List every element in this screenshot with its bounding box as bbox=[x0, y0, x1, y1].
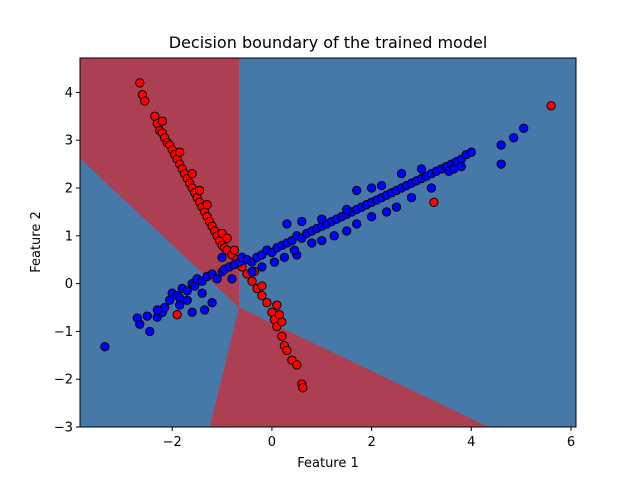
red-data-point bbox=[274, 310, 285, 320]
blue-data-point bbox=[426, 183, 437, 193]
blue-data-point bbox=[317, 235, 327, 246]
blue-data-point bbox=[376, 180, 387, 191]
red-data-point bbox=[172, 310, 182, 320]
blue-data-point bbox=[352, 219, 362, 229]
red-data-point bbox=[187, 169, 197, 179]
blue-data-point bbox=[496, 140, 506, 150]
blue-data-point bbox=[509, 133, 519, 143]
x-tick-label: 4 bbox=[467, 435, 475, 450]
blue-data-point bbox=[279, 252, 290, 262]
blue-data-point bbox=[307, 238, 317, 248]
red-data-point bbox=[282, 345, 292, 356]
blue-data-point bbox=[197, 288, 207, 298]
chart-title: Decision boundary of the trained model bbox=[169, 33, 488, 52]
blue-data-point bbox=[416, 164, 427, 174]
blue-data-point bbox=[145, 326, 155, 337]
red-data-point bbox=[157, 116, 167, 126]
data-points bbox=[100, 78, 556, 393]
x-tick-label: 0 bbox=[268, 435, 276, 450]
y-axis-label: Feature 2 bbox=[29, 211, 44, 273]
blue-data-point bbox=[100, 342, 110, 352]
blue-data-point bbox=[289, 245, 300, 255]
blue-data-point bbox=[466, 147, 476, 157]
blue-data-point bbox=[247, 267, 257, 277]
y-tick-label: 4 bbox=[65, 86, 73, 101]
blue-data-point bbox=[317, 214, 327, 224]
y-tick-label: −3 bbox=[54, 421, 73, 436]
blue-data-point bbox=[217, 252, 227, 262]
blue-data-point bbox=[342, 226, 352, 236]
blue-data-point bbox=[519, 123, 529, 133]
blue-data-point bbox=[199, 305, 210, 315]
red-data-point bbox=[257, 281, 267, 291]
red-data-point bbox=[546, 101, 556, 111]
red-data-point bbox=[194, 185, 205, 196]
blue-data-point bbox=[182, 286, 192, 296]
blue-data-point bbox=[257, 262, 267, 272]
red-data-point bbox=[175, 147, 185, 157]
x-axis-label: Feature 1 bbox=[297, 456, 359, 471]
red-data-point bbox=[140, 96, 150, 106]
y-tick-label: 3 bbox=[65, 134, 73, 149]
blue-data-point bbox=[207, 298, 217, 308]
blue-data-point bbox=[352, 185, 362, 196]
red-data-point bbox=[135, 78, 145, 88]
blue-data-point bbox=[297, 216, 307, 227]
red-data-point bbox=[272, 300, 282, 310]
blue-data-point bbox=[396, 169, 407, 179]
red-data-point bbox=[247, 276, 257, 286]
x-axis-ticks: −2 0 2 4 6 bbox=[163, 427, 575, 450]
axes-frame bbox=[79, 57, 577, 428]
blue-data-point bbox=[381, 207, 392, 217]
red-data-point bbox=[222, 233, 232, 243]
blue-data-point bbox=[269, 257, 280, 267]
y-tick-label: 0 bbox=[65, 277, 73, 292]
red-data-point bbox=[262, 298, 272, 308]
blue-data-point bbox=[187, 307, 197, 317]
blue-data-point bbox=[329, 231, 339, 241]
plot-area bbox=[80, 58, 576, 427]
blue-data-point bbox=[152, 305, 162, 315]
red-data-point bbox=[429, 197, 439, 207]
red-decision-region-1 bbox=[80, 58, 240, 308]
red-data-point bbox=[257, 290, 267, 301]
blue-data-point bbox=[182, 295, 192, 305]
y-tick-label: −1 bbox=[54, 325, 73, 340]
blue-data-point bbox=[342, 204, 352, 215]
blue-data-point bbox=[142, 311, 152, 321]
blue-data-point bbox=[227, 274, 237, 284]
blue-data-point bbox=[135, 319, 145, 329]
blue-data-point bbox=[212, 274, 222, 284]
red-data-point bbox=[292, 360, 302, 370]
y-tick-label: −2 bbox=[54, 373, 73, 388]
blue-data-point bbox=[366, 212, 377, 222]
red-data-point bbox=[202, 200, 212, 210]
blue-data-point bbox=[406, 192, 417, 203]
blue-data-point bbox=[496, 159, 506, 169]
y-tick-label: 1 bbox=[65, 229, 73, 244]
red-data-point bbox=[298, 383, 308, 393]
red-data-point bbox=[229, 245, 240, 255]
red-data-point bbox=[277, 331, 287, 341]
y-tick-label: 2 bbox=[65, 182, 73, 197]
x-tick-label: 6 bbox=[567, 435, 575, 450]
blue-data-point bbox=[366, 183, 377, 193]
y-axis-ticks: −3 −2 −1 0 1 2 3 4 bbox=[54, 86, 80, 436]
x-tick-label: −2 bbox=[163, 435, 182, 450]
blue-data-point bbox=[175, 300, 185, 310]
blue-data-point bbox=[456, 161, 466, 172]
blue-data-point bbox=[391, 202, 402, 212]
x-tick-label: 2 bbox=[367, 435, 375, 450]
blue-data-point bbox=[282, 219, 292, 229]
